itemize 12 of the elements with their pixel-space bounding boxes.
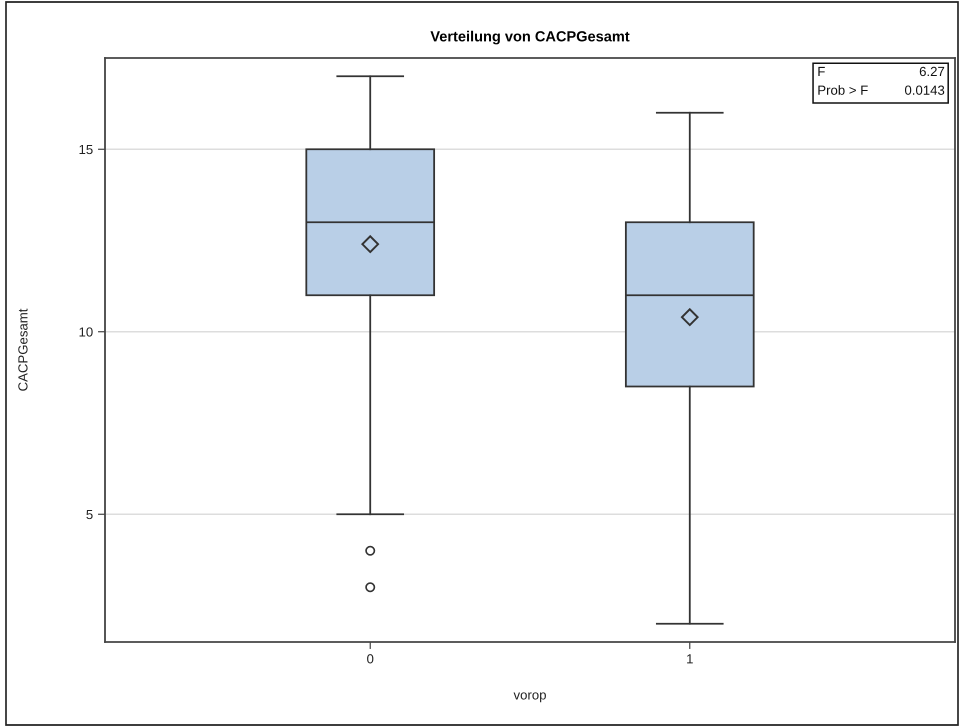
x-tick-label: 0 [367,654,374,664]
chart-title: Verteilung von CACPGesamt [430,30,630,44]
annotation: 0.0143 [904,85,944,95]
y-tick-label: 10 [80,327,93,337]
annotation: 6.27 [920,66,944,76]
annotation: F [818,66,825,76]
x-tick-label: 1 [687,654,693,664]
annotation: Prob > F [818,85,868,95]
y-tick-label: 15 [80,144,93,154]
y-tick-label: 5 [86,510,93,520]
x-axis-title: vorop [514,692,546,702]
y-axis-title: CACPGesamt [18,308,28,391]
